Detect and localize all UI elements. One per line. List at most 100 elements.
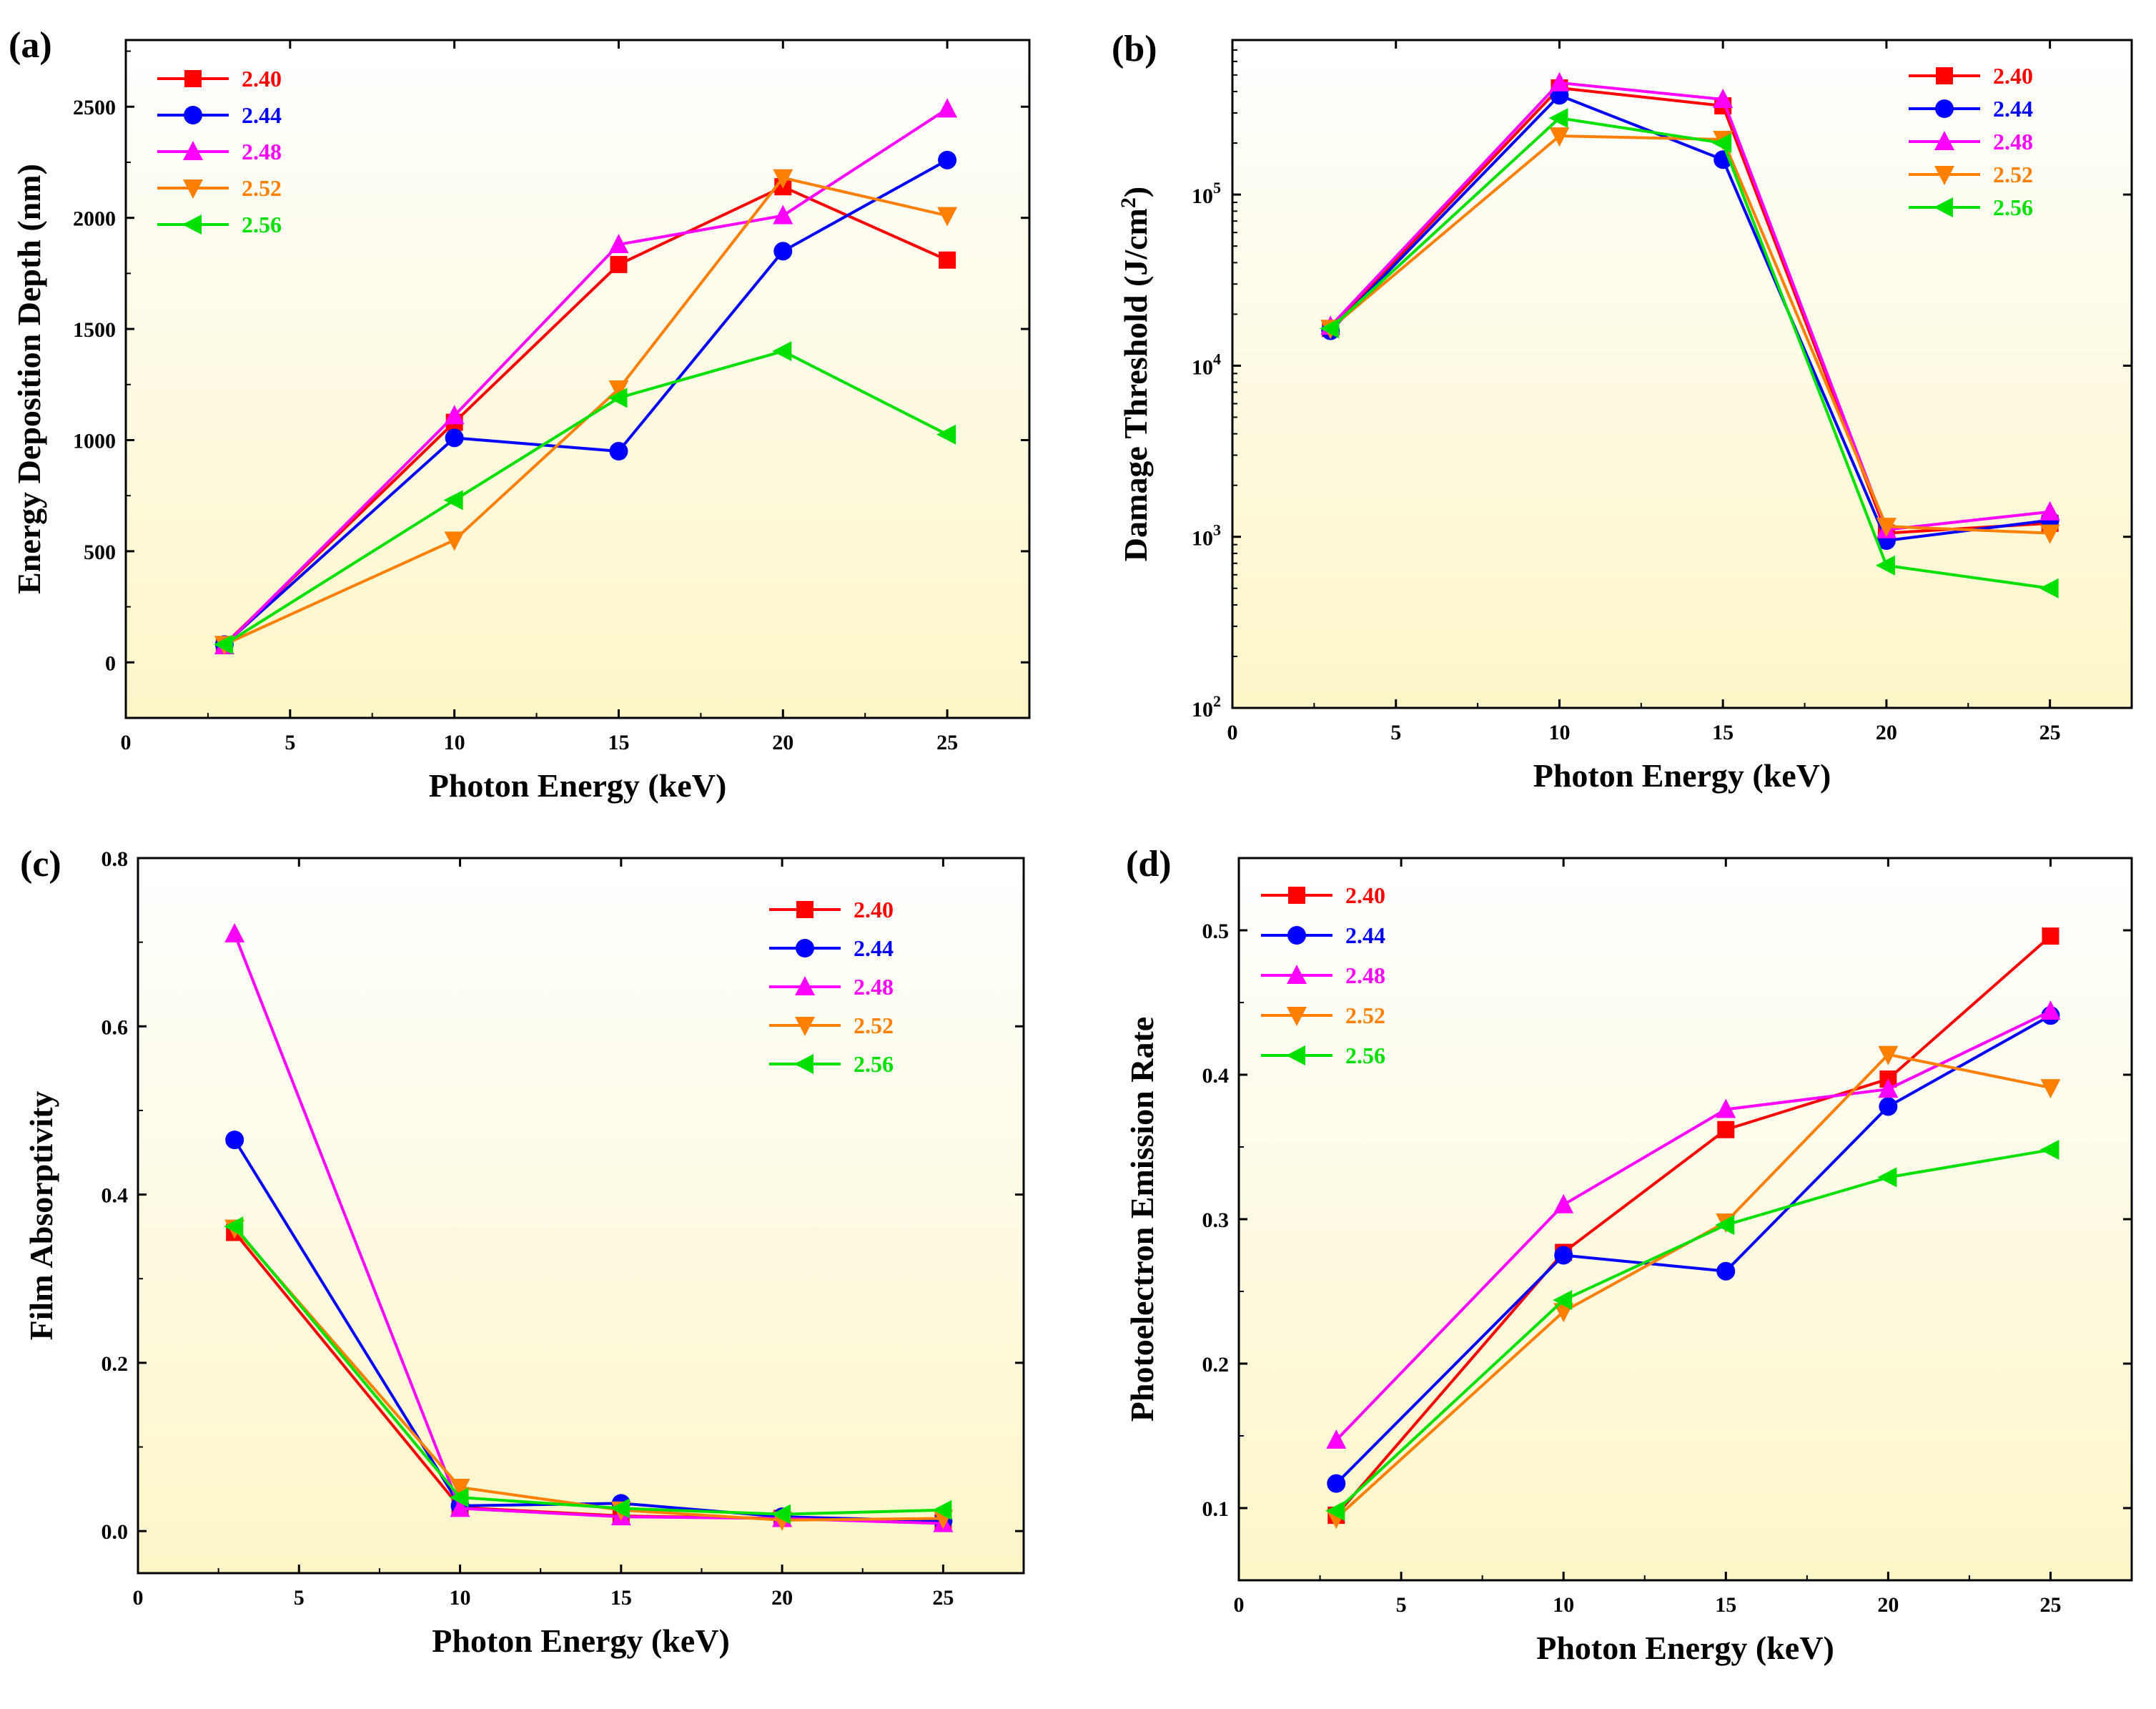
legend-label: 2.56 <box>854 1051 894 1077</box>
x-axis-title: Photon Energy (keV) <box>429 767 727 804</box>
data-point <box>608 388 628 408</box>
legend-marker <box>796 939 814 957</box>
y-tick-label: 105 <box>1192 179 1221 208</box>
data-point <box>1713 88 1734 108</box>
y-tick-label: 104 <box>1192 350 1221 379</box>
data-point <box>1554 1246 1573 1265</box>
panel-label: (d) <box>1126 844 1172 885</box>
x-tick-label: 10 <box>1553 1593 1574 1617</box>
x-tick-label: 0 <box>1227 721 1238 744</box>
y-tick-label: 102 <box>1192 692 1221 721</box>
legend-label: 2.52 <box>854 1013 894 1038</box>
y-tick-label: 0.2 <box>102 1352 129 1376</box>
plot-frame <box>1237 857 2133 1582</box>
series-2.44 <box>214 150 957 654</box>
x-tick-label: 5 <box>1396 1593 1407 1617</box>
x-tick-label: 15 <box>1715 1593 1736 1617</box>
data-point <box>1716 1261 1736 1281</box>
chart-panel-4: (d) 0 5 10 15 20 25 0.1 0.2 0.3 0.4 0.5 Photon Energ… <box>1124 844 2133 1666</box>
data-point <box>1876 518 1897 538</box>
data-point <box>938 150 957 169</box>
data-point <box>449 1487 469 1508</box>
legend-label: 2.48 <box>854 974 894 1000</box>
y-tick-label: 500 <box>84 541 116 564</box>
legend-marker <box>184 106 202 124</box>
data-point <box>2039 524 2060 544</box>
data-point <box>1715 1215 1735 1236</box>
data-point <box>213 634 233 655</box>
data-point <box>224 1216 244 1237</box>
data-point <box>1878 1045 1899 1065</box>
x-tick-label: 0 <box>133 1586 144 1610</box>
legend-marker <box>1936 67 1953 84</box>
data-point <box>772 341 792 362</box>
y-tick-label: 0.0 <box>102 1520 129 1544</box>
legend-label: 2.40 <box>242 66 282 92</box>
series-2.56 <box>224 1216 952 1525</box>
x-tick-label: 10 <box>1548 721 1570 744</box>
data-point <box>1553 1290 1573 1311</box>
legend-label: 2.52 <box>242 175 282 201</box>
legend: 2.40 2.44 2.48 2.52 2.56 <box>1909 63 2033 220</box>
data-point <box>1878 1078 1899 1098</box>
legend-marker <box>183 141 203 160</box>
y-tick-label: 2500 <box>73 96 116 119</box>
data-point <box>771 1504 791 1525</box>
legend-marker <box>795 1017 815 1036</box>
plot-frame <box>1231 39 2133 709</box>
y-axis-title: Photoelectron Emission Rate <box>1124 1017 1160 1422</box>
panel-label: (b) <box>1112 29 1157 69</box>
y-tick-label: 0.4 <box>102 1184 129 1208</box>
legend-label: 2.48 <box>1345 962 1385 988</box>
legend-label: 2.40 <box>854 897 894 922</box>
x-tick-label: 20 <box>771 1586 793 1610</box>
data-point <box>443 490 463 511</box>
x-tick-label: 10 <box>444 731 465 754</box>
data-point <box>2042 927 2059 945</box>
data-point <box>2039 1140 2059 1161</box>
data-point <box>1327 1474 1346 1493</box>
plot-area <box>1232 40 2132 708</box>
legend-label: 2.44 <box>854 935 894 961</box>
data-point <box>2040 1000 2061 1020</box>
x-tick-label: 20 <box>1876 721 1897 744</box>
data-point <box>444 405 465 425</box>
y-axis-title: Film Absorptivity <box>23 1091 59 1341</box>
x-tick-label: 15 <box>1712 721 1734 744</box>
x-tick-label: 0 <box>1234 1593 1245 1617</box>
chart-panel-3: (c) 0 5 10 15 20 25 0.0 0.2 0.4 0.6 0.8 Photon Energ… <box>20 844 1025 1659</box>
x-tick-label: 20 <box>772 731 793 754</box>
legend-marker <box>1935 99 1954 118</box>
panel-label: (c) <box>20 844 61 885</box>
legend: 2.40 2.44 2.48 2.52 2.56 <box>1261 882 1385 1068</box>
legend-marker <box>182 215 202 235</box>
legend-label: 2.40 <box>1993 63 2033 89</box>
series-2.56 <box>213 341 956 655</box>
data-point <box>1877 1167 1897 1188</box>
data-point <box>450 1479 470 1498</box>
legend-marker <box>1287 926 1306 945</box>
x-tick-label: 25 <box>932 1586 954 1610</box>
legend-marker <box>184 70 202 87</box>
plot-area <box>1239 858 2132 1580</box>
x-tick-label: 5 <box>285 731 295 754</box>
data-point <box>936 424 956 445</box>
data-point <box>1549 127 1570 147</box>
data-point <box>1875 555 1895 576</box>
y-tick-label: 0 <box>105 651 116 675</box>
data-point <box>445 428 464 448</box>
y-tick-label: 1500 <box>73 318 116 342</box>
data-point <box>450 1497 470 1517</box>
legend-label: 2.56 <box>1993 194 2033 220</box>
data-point <box>2040 1079 2061 1099</box>
data-point <box>1325 1501 1345 1522</box>
x-tick-label: 25 <box>2039 1593 2061 1617</box>
series-2.48 <box>1326 1000 2061 1449</box>
data-point <box>225 1131 244 1150</box>
y-tick-label: 0.4 <box>1202 1064 1230 1088</box>
x-axis-title: Photon Energy (keV) <box>1533 757 1831 794</box>
data-point <box>2039 501 2060 521</box>
series-2.48 <box>214 98 958 654</box>
legend-label: 2.40 <box>1345 882 1385 908</box>
data-point <box>1712 133 1732 154</box>
